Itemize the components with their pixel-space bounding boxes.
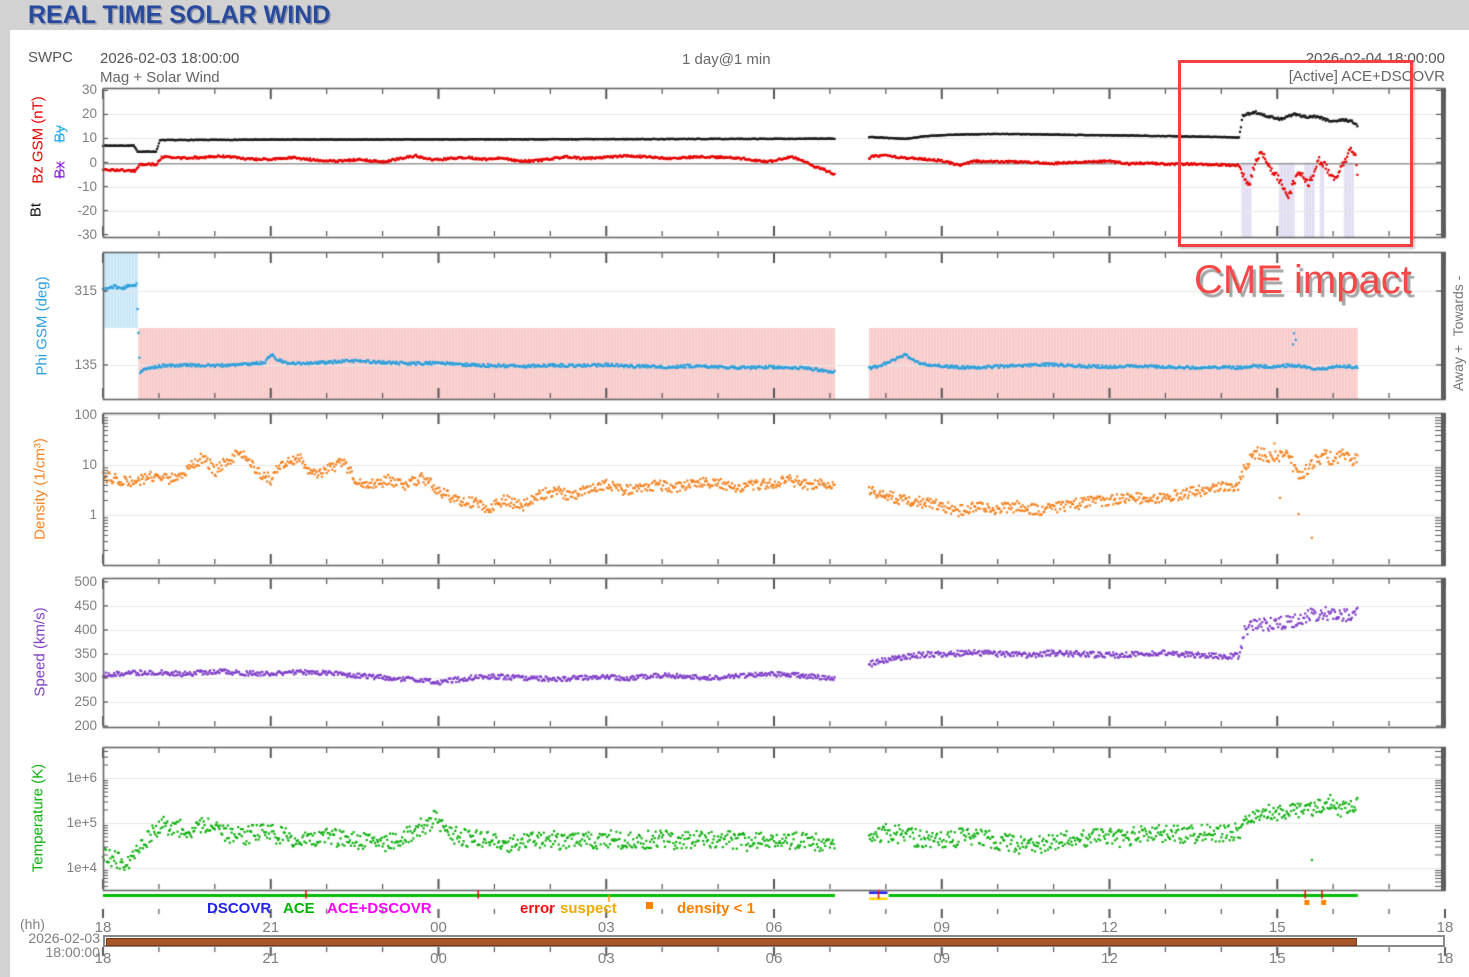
- hour-label-row1: 18: [94, 919, 112, 936]
- hour-label-row1: 00: [430, 919, 447, 936]
- hour-label-row2: 21: [262, 950, 280, 967]
- mag-ytick-label: 0: [89, 154, 97, 170]
- hour-label-row1: 06: [765, 919, 783, 936]
- page-title: REAL TIME SOLAR WIND: [28, 1, 331, 29]
- start-time-label: 2026-02-03 18:00:00: [100, 50, 240, 67]
- hour-label-row1: 03: [597, 919, 615, 936]
- page-header-bar: REAL TIME SOLAR WIND: [0, 0, 1469, 30]
- density-lt1-marker: [646, 902, 653, 909]
- hour-unit-label: (hh): [20, 916, 45, 932]
- mag-ytick-label: -10: [77, 178, 97, 194]
- hour-label-row2: 03: [597, 950, 615, 967]
- legend-item-suspect[interactable]: suspect: [560, 900, 617, 917]
- den-ytick-label: 10: [81, 456, 97, 472]
- spd-ytick-label: 250: [74, 694, 97, 709]
- hour-label-row1: 18: [1436, 919, 1454, 936]
- axis-time-label: 18:00:00: [45, 944, 101, 960]
- spd-ytick-label: 200: [74, 718, 97, 734]
- towards-label: Towards -: [1450, 275, 1466, 337]
- mag-ytick-label: 10: [81, 130, 97, 146]
- hour-label-row2: 12: [1101, 950, 1118, 967]
- density-axis-label: Density (1/cm³): [31, 438, 49, 540]
- legend-item-dscovr[interactable]: DSCOVR: [207, 900, 272, 917]
- time-range-scrollbar-fill[interactable]: [106, 938, 1357, 946]
- hour-label-row1: 15: [1268, 919, 1286, 936]
- hour-label-row2: 18: [1436, 950, 1454, 967]
- hour-label-row2: 09: [933, 950, 951, 967]
- mag-ytick-label: 20: [81, 106, 97, 122]
- legend-item-ace[interactable]: ACE: [283, 900, 315, 917]
- mag-ytick-label: -30: [77, 226, 97, 242]
- mag-ytick-label: 30: [81, 82, 97, 98]
- mag-panel-title: Mag + Solar Wind: [100, 69, 220, 86]
- hour-label-row1: 12: [1101, 919, 1118, 936]
- spd-ytick-label: 450: [74, 597, 97, 613]
- hour-label-row2: 18: [94, 950, 112, 967]
- tmp-ytick-label: 1e+5: [66, 815, 97, 830]
- tmp-ytick-label: 1e+4: [66, 859, 97, 875]
- phi-ytick-label: 135: [74, 356, 97, 372]
- left-margin-strip: [0, 30, 10, 977]
- legend-item-ace-dscovr[interactable]: ACE+DSCOVR: [327, 900, 432, 917]
- hour-label-row2: 15: [1268, 950, 1286, 967]
- axis-date-label: 2026-02-03: [28, 930, 100, 946]
- den-ytick-label: 1: [89, 506, 97, 522]
- hour-label-row2: 06: [765, 950, 783, 967]
- den-ytick-label: 100: [74, 406, 97, 422]
- time-range-scrollbar[interactable]: [103, 935, 1445, 947]
- source-label: SWPC: [28, 49, 73, 66]
- spd-ytick-label: 400: [74, 621, 97, 637]
- spd-ytick-label: 350: [74, 645, 97, 661]
- spd-ytick-label: 300: [74, 669, 97, 685]
- legend-item-error[interactable]: error: [520, 900, 556, 917]
- hour-label-row2: 00: [430, 950, 447, 967]
- cme-impact-label: CME impact: [1194, 258, 1412, 302]
- hour-label-row1: 21: [262, 919, 280, 936]
- mag-ytick-label: -20: [77, 202, 97, 218]
- away-label: Away +: [1450, 344, 1466, 392]
- phi-ytick-label: 315: [74, 283, 97, 298]
- spd-ytick-label: 500: [74, 573, 97, 589]
- active-source-label: [Active] ACE+DSCOVR: [1288, 68, 1445, 85]
- cadence-label: 1 day@1 min: [682, 51, 771, 68]
- cme-highlight-box: [1178, 60, 1413, 247]
- legend-item-density-1[interactable]: density < 1: [677, 900, 755, 917]
- hour-label-row1: 09: [933, 919, 951, 936]
- tmp-ytick-label: 1e+6: [66, 770, 97, 786]
